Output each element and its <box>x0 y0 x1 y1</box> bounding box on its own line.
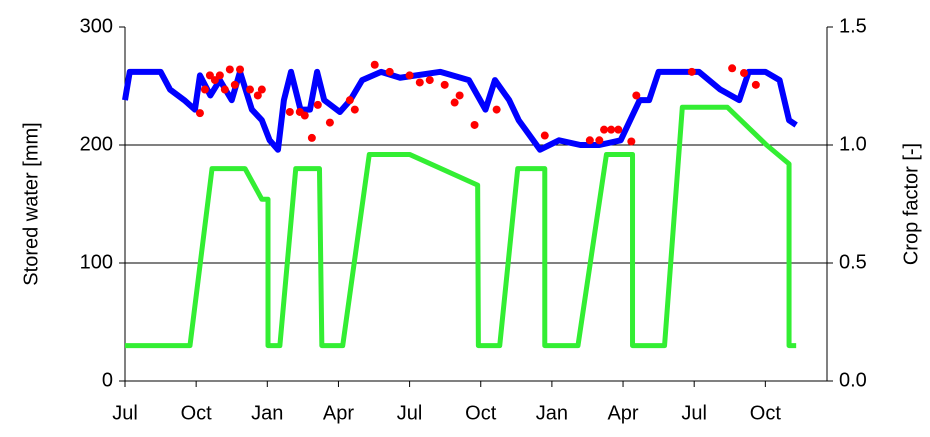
point <box>728 64 737 73</box>
point <box>215 71 224 80</box>
x-tick-label: Jul <box>681 402 707 424</box>
point <box>325 118 334 127</box>
point <box>627 137 636 146</box>
point <box>440 80 449 89</box>
x-tick-label: Oct <box>750 402 782 424</box>
point <box>751 80 760 89</box>
y2-tick-label: 1.0 <box>839 133 867 155</box>
x-tick-label: Jan <box>536 402 568 424</box>
y-tick-label: 0 <box>102 369 113 391</box>
point <box>220 85 229 94</box>
point <box>470 120 479 129</box>
x-tick-label: Jan <box>251 402 283 424</box>
y-tick-label: 200 <box>80 133 113 155</box>
point <box>195 109 204 118</box>
point <box>210 76 219 85</box>
point <box>632 91 641 100</box>
line <box>122 68 798 153</box>
y2-tick-label: 1.5 <box>839 15 867 37</box>
point <box>425 76 434 85</box>
x-tick-label: Apr <box>607 402 638 424</box>
point <box>595 136 604 145</box>
x-tick-label: Jul <box>112 402 138 424</box>
point <box>300 111 309 120</box>
point <box>257 85 266 94</box>
point <box>415 78 424 87</box>
y-tick-label: 100 <box>80 251 113 273</box>
point <box>385 67 394 76</box>
line <box>125 104 797 349</box>
x-tick-label: Jul <box>397 402 423 424</box>
point <box>614 125 623 134</box>
point <box>600 125 609 134</box>
point <box>313 100 322 109</box>
point <box>607 125 616 134</box>
point <box>230 80 239 89</box>
point <box>687 67 696 76</box>
point <box>245 85 254 94</box>
point <box>450 98 459 107</box>
x-tick-label: Oct <box>181 402 213 424</box>
point <box>455 91 464 100</box>
y2-tick-label: 0.0 <box>839 369 867 391</box>
point <box>307 133 316 142</box>
point <box>205 71 214 80</box>
point <box>285 107 294 116</box>
point <box>540 131 549 140</box>
point <box>350 105 359 114</box>
point <box>236 65 245 74</box>
point <box>370 60 379 69</box>
point <box>405 71 414 80</box>
y-axis-label: Stored water [mm] <box>20 122 42 285</box>
point <box>253 91 262 100</box>
point <box>739 69 748 78</box>
point <box>345 96 354 105</box>
point <box>225 65 234 74</box>
x-tick-label: Apr <box>323 402 354 424</box>
point <box>585 136 594 145</box>
y2-axis-label: Crop factor [-] <box>900 143 922 265</box>
x-tick-label: Oct <box>465 402 497 424</box>
y2-tick-label: 0.5 <box>839 251 867 273</box>
point <box>492 105 501 114</box>
point <box>200 85 209 94</box>
y-tick-label: 300 <box>80 15 113 37</box>
